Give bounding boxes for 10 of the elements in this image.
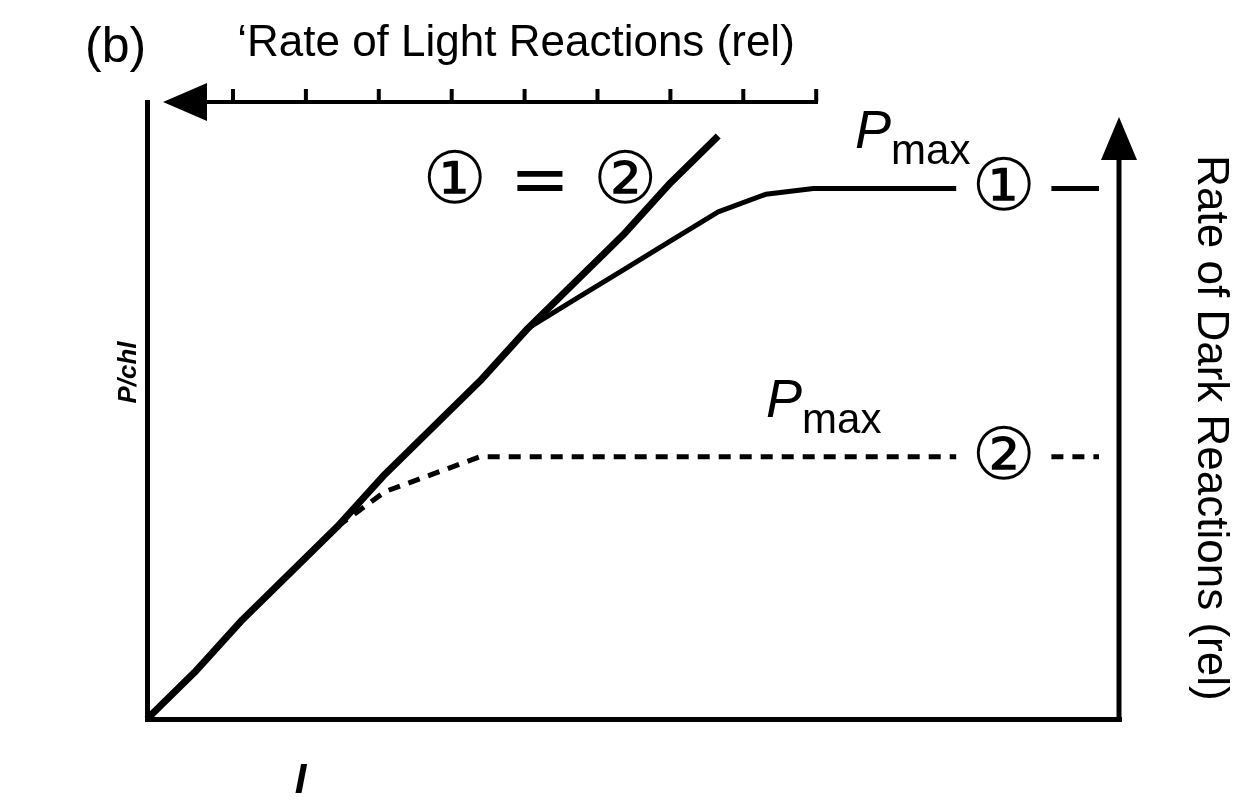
annotation: ① = ② [422,136,658,220]
y-axis-title: P/chl [111,340,142,404]
annotation: P$_{max}$ [855,99,971,174]
chart-title: (b) [85,17,147,73]
x2-axis-title: ‘Rate of Light Reactions (rel) [237,16,795,65]
series-label: ① [971,143,1037,228]
x-axis-title: I [294,754,308,802]
y2-axis-title: Rate of Dark Reactions (rel) [1188,155,1238,701]
annotation: P$_{max}$ [766,367,882,442]
series-label: ② [971,411,1037,496]
